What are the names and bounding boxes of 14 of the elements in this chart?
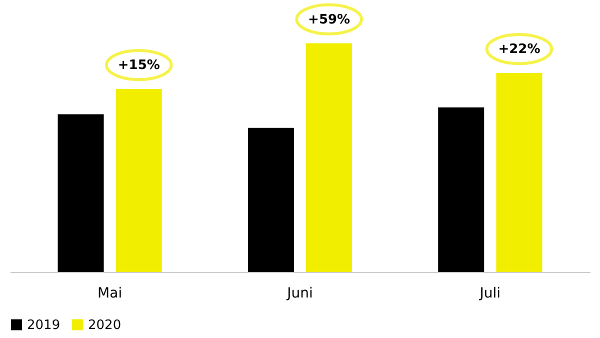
legend-label: 2019: [27, 318, 60, 333]
bar: [58, 114, 104, 272]
x-tick-label: Mai: [98, 286, 122, 302]
bar: [116, 89, 162, 272]
x-tick-label: Juni: [286, 286, 313, 302]
bar: [306, 43, 352, 272]
bar: [438, 107, 484, 272]
annotation: +22%: [498, 42, 540, 58]
bar: [496, 73, 542, 272]
x-tick-label: Juli: [478, 286, 501, 302]
legend-label: 2020: [88, 318, 122, 333]
bar: [248, 128, 294, 272]
text: +59%: [308, 12, 350, 28]
annotation: +15%: [118, 58, 160, 74]
